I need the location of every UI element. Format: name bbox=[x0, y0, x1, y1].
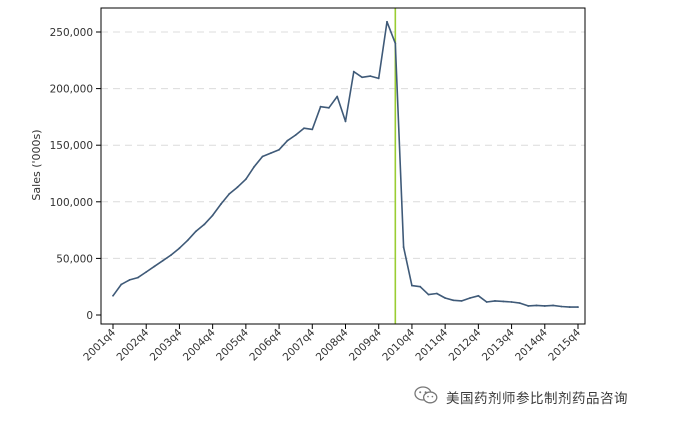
data-point bbox=[527, 305, 530, 307]
x-tick-label: 2013q4 bbox=[480, 326, 517, 363]
x-tick-label: 2006q4 bbox=[247, 326, 284, 363]
x-axis: 2001q42002q42003q42004q42005q42006q42007… bbox=[81, 324, 583, 363]
data-point bbox=[303, 127, 305, 130]
data-point bbox=[344, 120, 347, 123]
data-point bbox=[336, 95, 339, 98]
data-point bbox=[577, 306, 579, 308]
data-point bbox=[203, 223, 206, 226]
y-tick-label: 150,000 bbox=[50, 140, 93, 152]
x-tick-label: 2015q4 bbox=[546, 326, 583, 363]
x-tick-label: 2010q4 bbox=[380, 326, 417, 363]
x-tick-label: 2014q4 bbox=[513, 326, 550, 363]
data-point bbox=[269, 152, 272, 155]
data-point bbox=[568, 306, 571, 308]
data-point bbox=[178, 247, 181, 250]
data-point bbox=[228, 192, 231, 195]
data-point bbox=[477, 294, 480, 297]
data-point bbox=[435, 292, 438, 295]
data-point bbox=[419, 285, 422, 288]
x-tick-label: 2002q4 bbox=[115, 326, 152, 363]
data-point bbox=[253, 165, 256, 168]
series-line bbox=[112, 20, 578, 308]
data-point bbox=[535, 304, 538, 307]
data-point bbox=[319, 105, 322, 108]
y-axis: 0 50,000 100,000 150,000 200,000 250,000 bbox=[50, 27, 101, 322]
data-point bbox=[211, 214, 214, 217]
y-tick-label: 100,000 bbox=[50, 197, 93, 209]
data-point bbox=[411, 284, 413, 287]
grid-lines bbox=[101, 31, 585, 259]
data-point bbox=[137, 276, 139, 279]
x-tick-label: 2004q4 bbox=[181, 326, 218, 363]
data-point bbox=[244, 178, 247, 181]
data-point bbox=[552, 304, 554, 307]
x-tick-label: 2012q4 bbox=[447, 326, 484, 363]
data-point bbox=[369, 75, 372, 78]
x-tick-label: 2005q4 bbox=[214, 326, 251, 363]
data-point bbox=[161, 259, 164, 262]
wechat-icon bbox=[414, 386, 438, 408]
data-point bbox=[195, 230, 197, 233]
data-point bbox=[560, 305, 563, 308]
x-tick-label: 2008q4 bbox=[314, 326, 351, 363]
data-point bbox=[261, 155, 264, 158]
data-point bbox=[518, 302, 521, 305]
x-tick-label: 2003q4 bbox=[148, 326, 185, 363]
data-point bbox=[170, 254, 173, 256]
data-point bbox=[361, 76, 364, 79]
data-point bbox=[452, 299, 455, 302]
plot-frame bbox=[100, 7, 586, 325]
data-point bbox=[543, 305, 546, 307]
data-point bbox=[220, 203, 222, 205]
data-point bbox=[427, 293, 430, 296]
data-point bbox=[444, 297, 447, 299]
data-point bbox=[510, 301, 513, 303]
x-tick-label: 2007q4 bbox=[281, 326, 318, 363]
y-tick-label: 250,000 bbox=[50, 27, 93, 39]
data-point bbox=[236, 186, 239, 188]
data-point bbox=[145, 271, 148, 273]
data-point bbox=[394, 42, 397, 45]
watermark: 美国药剂师参比制剂药品咨询 bbox=[414, 386, 628, 408]
data-point bbox=[278, 148, 280, 151]
data-point bbox=[460, 299, 463, 302]
y-axis-title: Sales ('000s) bbox=[30, 129, 43, 200]
data-point bbox=[386, 20, 388, 23]
data-point bbox=[402, 246, 405, 248]
data-point bbox=[352, 70, 355, 73]
data-point bbox=[485, 301, 488, 303]
data-point bbox=[128, 279, 131, 281]
data-point bbox=[469, 297, 471, 299]
data-point bbox=[294, 134, 297, 136]
series-layer bbox=[112, 20, 579, 308]
watermark-text: 美国药剂师参比制剂药品咨询 bbox=[446, 391, 628, 407]
data-point bbox=[112, 294, 114, 297]
data-point bbox=[286, 139, 289, 142]
data-point bbox=[494, 299, 496, 302]
x-tick-label: 2011q4 bbox=[413, 326, 450, 363]
data-point bbox=[311, 128, 314, 131]
x-tick-label: 2009q4 bbox=[347, 326, 384, 363]
y-tick-label: 0 bbox=[86, 310, 93, 322]
data-point bbox=[120, 283, 123, 286]
data-point bbox=[377, 77, 380, 80]
data-point bbox=[186, 239, 189, 242]
data-point bbox=[327, 106, 330, 109]
x-tick-label: 2001q4 bbox=[81, 326, 118, 363]
y-tick-label: 50,000 bbox=[56, 253, 93, 265]
data-point bbox=[502, 300, 505, 303]
data-point bbox=[153, 265, 156, 268]
y-tick-label: 200,000 bbox=[50, 84, 93, 96]
